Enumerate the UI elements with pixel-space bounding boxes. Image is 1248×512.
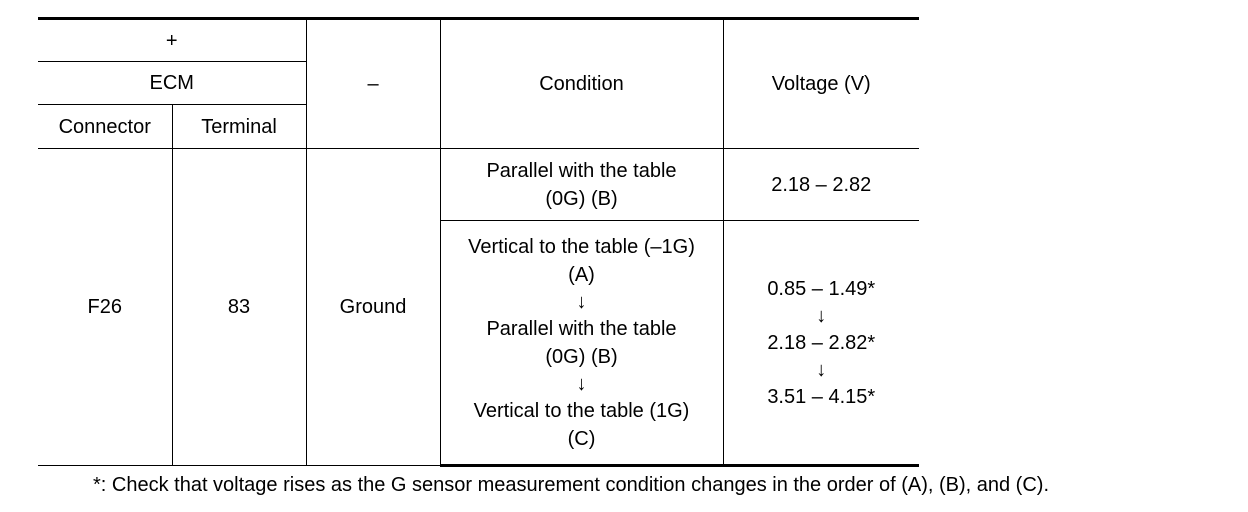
- footnote: *: Check that voltage rises as the G sen…: [93, 474, 1050, 496]
- cell-connector: F26: [38, 148, 173, 466]
- cell-condition-1: Parallel with the table (0G) (B): [439, 148, 724, 221]
- condition-2-line: (A): [568, 263, 595, 286]
- header-connector: Connector: [38, 104, 173, 149]
- cell-voltage-1: 2.18 – 2.82: [722, 148, 919, 221]
- condition-2-line: Vertical to the table (1G): [473, 399, 690, 422]
- cell-condition-2: Vertical to the table (–1G) (A) ↓ Parall…: [440, 220, 724, 467]
- down-arrow-icon: ↓: [816, 304, 827, 327]
- down-arrow-icon: ↓: [816, 358, 827, 381]
- voltage-spec-table: + – Condition Voltage (V) ECM Connector …: [38, 17, 919, 467]
- header-ecm: ECM: [38, 61, 306, 105]
- cell-terminal: 83: [171, 148, 307, 466]
- condition-2-line: Parallel with the table: [486, 317, 677, 340]
- voltage-2-line: 2.18 – 2.82*: [767, 331, 876, 354]
- cell-ground: Ground: [305, 148, 441, 466]
- header-plus: +: [38, 17, 307, 62]
- cell-voltage-2: 0.85 – 1.49* ↓ 2.18 – 2.82* ↓ 3.51 – 4.1…: [722, 220, 919, 467]
- condition-2-line: (C): [567, 427, 596, 450]
- header-condition: Condition: [439, 17, 724, 149]
- voltage-2-line: 3.51 – 4.15*: [767, 385, 876, 408]
- condition-1-line: (0G) (B): [545, 187, 618, 210]
- header-voltage: Voltage (V): [722, 17, 919, 149]
- down-arrow-icon: ↓: [576, 372, 587, 395]
- down-arrow-icon: ↓: [576, 290, 587, 313]
- condition-2-line: (0G) (B): [545, 345, 618, 368]
- voltage-2-line: 0.85 – 1.49*: [767, 277, 876, 300]
- header-minus: –: [305, 17, 441, 149]
- condition-1-line: Parallel with the table: [486, 159, 677, 182]
- condition-2-line: Vertical to the table (–1G): [468, 235, 695, 258]
- header-terminal: Terminal: [171, 104, 306, 149]
